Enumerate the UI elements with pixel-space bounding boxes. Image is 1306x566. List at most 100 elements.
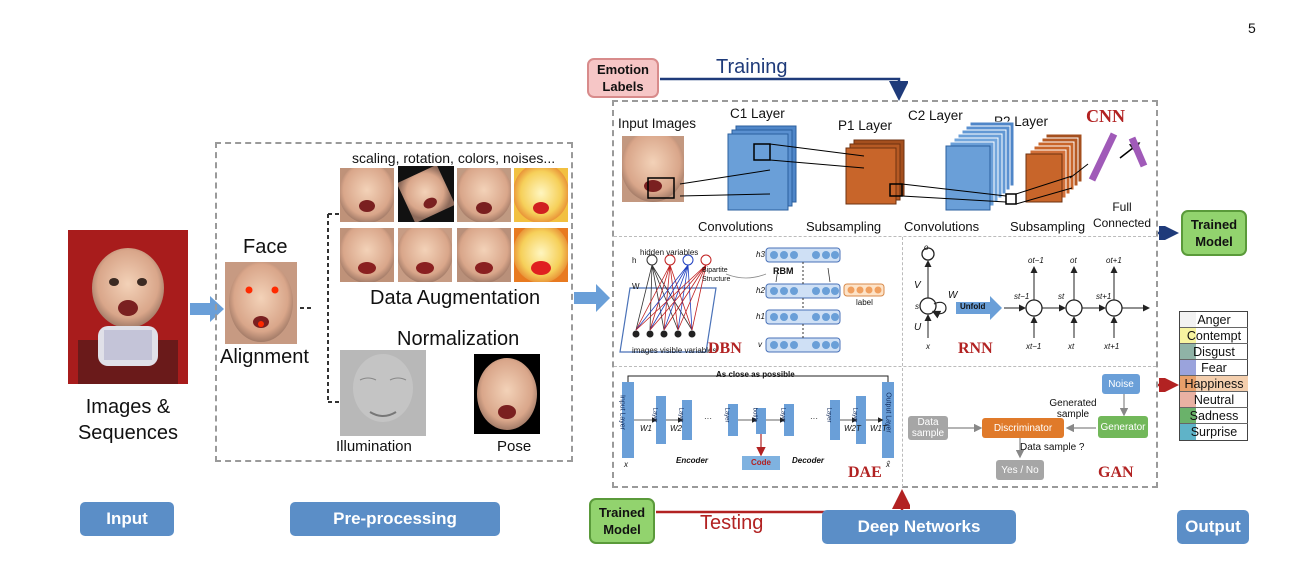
dbn-visible-units — [632, 330, 696, 338]
dae-layer-label-2: Layer — [677, 407, 684, 423]
rnn-s-next: st+1 — [1096, 292, 1112, 301]
cnn-conv1-label: Convolutions — [698, 219, 774, 234]
dae-w2-label: W2 — [670, 424, 682, 433]
emotion-swatch — [1180, 376, 1196, 391]
cnn-sub1-label: Subsampling — [806, 219, 882, 234]
gan-yes-no-box: Yes / No — [996, 460, 1044, 480]
dbn-layer-h3 — [765, 247, 841, 263]
rnn-w-label: W — [948, 290, 958, 301]
emotion-labels-text: Emotion Labels — [597, 62, 649, 94]
cnn-c2-label: C2 Layer — [908, 108, 963, 123]
dae-layer-2 — [682, 400, 692, 440]
emotion-swatch — [1180, 328, 1196, 343]
trained-model-top: Trained Model — [1181, 210, 1247, 256]
emotion-swatch — [1180, 408, 1196, 423]
cnn-c2-stack — [945, 121, 1015, 211]
emotion-swatch — [1180, 312, 1196, 327]
cnn-sub2-label: Subsampling — [1010, 219, 1086, 234]
gan-noise-box: Noise — [1102, 374, 1140, 394]
dae-dots-1: ··· — [704, 414, 712, 423]
cnn-conv2-label: Convolutions — [904, 219, 980, 234]
dae-xhat-label: x̂ — [886, 460, 890, 469]
rnn-s-prev: st−1 — [1014, 292, 1030, 301]
stage-deep-networks-text: Deep Networks — [857, 517, 981, 536]
input-baby-photo — [68, 230, 188, 384]
stage-input-text: Input — [106, 509, 148, 528]
cnn-fc-layer-1 — [1088, 132, 1118, 182]
dbn-rbm-label: RBM — [773, 266, 794, 276]
emotion-row-sadness: Sadness — [1180, 408, 1248, 424]
dae-layer-6 — [856, 396, 866, 444]
emotion-row-neutral: Neutral — [1180, 392, 1248, 408]
emotion-label: Anger — [1197, 313, 1231, 327]
dbn-bipartite-text: Bipartite Structure — [702, 267, 731, 283]
emotion-swatch — [1180, 424, 1196, 440]
rnn-unfold-arrow — [956, 296, 1002, 320]
deep-networks-box — [612, 100, 1158, 488]
rnn-x-next: xt+1 — [1104, 342, 1120, 351]
dbn-w-label: W — [632, 282, 640, 291]
trained-model-top-text: Trained Model — [1190, 217, 1238, 249]
emotion-label: Fear — [1201, 361, 1227, 375]
aug-face-6 — [398, 228, 452, 282]
gan-yes-no-text: Yes / No — [1001, 464, 1039, 476]
dae-x-label: x — [624, 460, 628, 469]
aligned-face — [225, 262, 297, 344]
aug-face-4 — [514, 168, 568, 222]
dae-layer-4 — [784, 404, 794, 436]
aug-face-7 — [457, 228, 511, 282]
aug-face-3 — [457, 168, 511, 222]
dae-layer-label-3: Layer — [723, 407, 730, 423]
dae-bottle — [756, 408, 766, 434]
cnn-fc-layer-2 — [1128, 136, 1148, 168]
dae-w2t-label: W2T — [844, 424, 861, 433]
rnn-o-next: ot+1 — [1106, 256, 1122, 265]
dae-code-label: Code — [751, 458, 771, 467]
rnn-u-label: U — [914, 322, 922, 333]
training-arrow — [660, 77, 908, 101]
gan-title: GAN — [1098, 464, 1134, 481]
training-label: Training — [716, 56, 788, 78]
emotion-label: Disgust — [1193, 345, 1235, 359]
dae-diagram — [622, 375, 894, 470]
gan-generated-label: Generated sample — [1038, 398, 1108, 420]
dbn-diagram — [619, 247, 885, 353]
emotion-row-fear: Fear — [1180, 360, 1248, 376]
cnn-title: CNN — [1086, 106, 1125, 126]
output-emotion-list: Anger Contempt Disgust Fear Happiness Ne… — [1179, 311, 1248, 441]
emotion-swatch — [1180, 392, 1196, 407]
cnn-p1-label: P1 Layer — [838, 118, 893, 133]
augmentation-caption: scaling, rotation, colors, noises... — [352, 150, 556, 166]
trained-model-bottom: Trained Model — [589, 498, 655, 544]
aug-face-8 — [514, 228, 568, 282]
arrow-preprocessing-to-deep — [574, 284, 610, 312]
rnn-diagram — [919, 247, 1150, 338]
rnn-v-label: V — [914, 280, 921, 291]
cnn-input-face — [622, 136, 684, 202]
rnn-x-t: xt — [1068, 342, 1075, 351]
augmentation-label: Data Augmentation — [370, 287, 541, 309]
emotion-swatch — [1180, 344, 1196, 359]
arrow-to-output — [1158, 378, 1179, 392]
dae-layer-label-6: Layer — [851, 407, 858, 423]
rnn-o-label: o — [924, 243, 929, 252]
dbn-h3-label: h3 — [756, 250, 765, 259]
stage-input: Input — [80, 502, 174, 536]
rnn-s-t: st — [1058, 292, 1065, 301]
emotion-row-disgust: Disgust — [1180, 344, 1248, 360]
input-caption: Images & Sequences — [62, 394, 194, 446]
dae-output-layer — [882, 382, 894, 458]
rnn-unfold-label: Unfold — [960, 302, 986, 311]
stage-output-text: Output — [1185, 517, 1241, 536]
cnn-diagram — [679, 121, 1148, 211]
dae-layer-label-1: Layer — [651, 407, 658, 423]
dbn-layer-h2 — [765, 283, 841, 299]
emotion-row-contempt: Contempt — [1180, 328, 1248, 344]
rnn-x-label: x — [926, 342, 930, 351]
dbn-bipartite-label: Bipartite Structure — [702, 266, 736, 284]
dbn-layer-h1 — [765, 309, 841, 325]
dbn-layer-v — [765, 337, 841, 353]
cnn-full-label: Full Connected — [1092, 199, 1152, 231]
gan-data-sample-q: Data sample ? — [1020, 442, 1085, 453]
grid-line-h1 — [614, 236, 1156, 237]
